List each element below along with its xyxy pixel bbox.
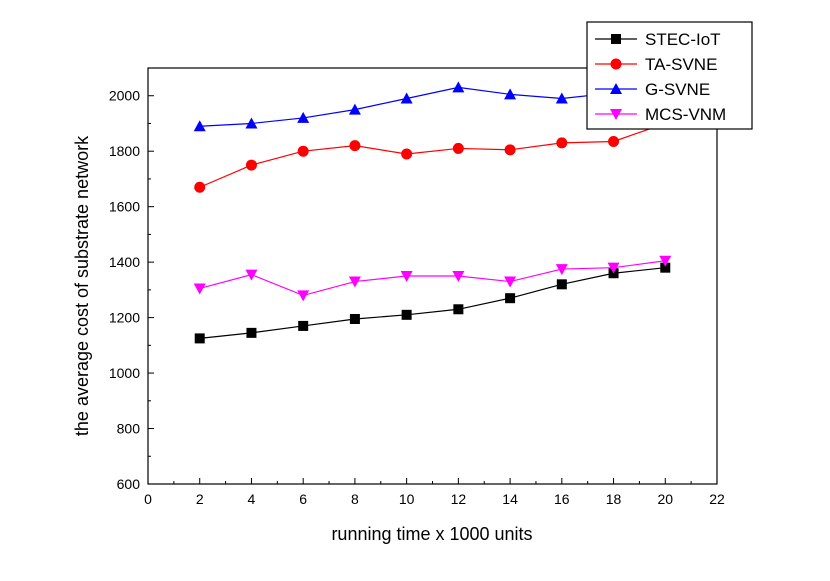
data-point bbox=[504, 88, 517, 100]
data-point bbox=[298, 320, 309, 331]
data-point bbox=[348, 103, 361, 115]
data-point bbox=[245, 159, 257, 171]
data-point bbox=[194, 333, 205, 344]
axes: 0 2 4 6 8 10 12 14 16 18 20 22 600 800 1000 1200 1400 160… bbox=[109, 67, 725, 507]
data-point bbox=[400, 92, 413, 104]
data-point bbox=[401, 148, 413, 160]
data-point bbox=[193, 283, 206, 295]
x-tick-label: 14 bbox=[502, 491, 518, 507]
data-point bbox=[194, 181, 206, 193]
legend-label: MCS-VNM bbox=[645, 105, 726, 124]
y-tick-label: 600 bbox=[117, 476, 141, 492]
data-point bbox=[505, 293, 516, 304]
legend-label: G-SVNE bbox=[645, 80, 710, 99]
y-axis-title: the average cost of substrate network bbox=[72, 135, 92, 436]
x-tick-label: 10 bbox=[399, 491, 415, 507]
x-tick-label: 6 bbox=[299, 491, 307, 507]
legend-label: STEC-IoT bbox=[645, 30, 721, 49]
data-point bbox=[245, 117, 258, 129]
x-tick-label: 16 bbox=[554, 491, 570, 507]
x-tick-label: 18 bbox=[606, 491, 622, 507]
data-point bbox=[608, 135, 620, 147]
x-tick-label: 22 bbox=[709, 491, 725, 507]
x-tick-label: 0 bbox=[144, 491, 152, 507]
series-mcs-vnm bbox=[193, 255, 672, 302]
y-tick-label: 1600 bbox=[109, 199, 140, 215]
legend-marker bbox=[611, 34, 621, 44]
series-line bbox=[199, 260, 666, 297]
data-point bbox=[349, 140, 361, 152]
y-tick-label: 2000 bbox=[109, 88, 140, 104]
x-tick-label: 2 bbox=[196, 491, 204, 507]
data-point bbox=[348, 276, 361, 288]
data-point bbox=[453, 304, 464, 315]
y-tick-label: 1200 bbox=[109, 310, 140, 326]
x-axis-title: running time x 1000 units bbox=[331, 524, 532, 544]
x-tick-label: 20 bbox=[657, 491, 673, 507]
data-point bbox=[452, 271, 465, 282]
data-point bbox=[555, 92, 568, 104]
y-tick-label: 1000 bbox=[109, 365, 140, 381]
data-point bbox=[193, 120, 206, 132]
data-point bbox=[401, 309, 412, 320]
x-tick-label: 12 bbox=[451, 491, 467, 507]
legend-marker bbox=[610, 109, 622, 120]
legend-item: TA-SVNE bbox=[595, 55, 717, 74]
data-point bbox=[504, 276, 517, 288]
legend-item: G-SVNE bbox=[595, 80, 710, 99]
series-stec-iot bbox=[194, 262, 671, 344]
y-tick-label: 1400 bbox=[109, 254, 140, 270]
legend-marker bbox=[610, 58, 622, 70]
data-point bbox=[452, 142, 464, 154]
data-point bbox=[297, 290, 310, 302]
data-point bbox=[555, 264, 568, 276]
x-tick-label: 4 bbox=[248, 491, 256, 507]
data-point bbox=[607, 262, 620, 274]
y-tick-label: 1800 bbox=[109, 143, 140, 159]
data-point bbox=[556, 137, 568, 149]
y-tick-label: 800 bbox=[117, 421, 141, 437]
legend-label: TA-SVNE bbox=[645, 55, 717, 74]
x-tick-label: 8 bbox=[351, 491, 359, 507]
legend: STEC-IoT TA-SVNE G-SVNE MCS-VNM bbox=[586, 21, 753, 130]
legend-item: MCS-VNM bbox=[595, 105, 726, 124]
data-point bbox=[297, 145, 309, 157]
series-line bbox=[199, 267, 666, 339]
data-point bbox=[504, 144, 516, 156]
data-point bbox=[246, 327, 257, 338]
data-point bbox=[659, 255, 672, 267]
data-point bbox=[349, 313, 360, 324]
data-point bbox=[400, 271, 413, 282]
data-point bbox=[452, 81, 465, 93]
series-line bbox=[199, 122, 666, 188]
data-point bbox=[660, 262, 671, 273]
data-point bbox=[297, 111, 310, 123]
data-point bbox=[556, 279, 567, 290]
legend-marker bbox=[610, 83, 622, 94]
legend-item: STEC-IoT bbox=[595, 30, 721, 49]
data-point bbox=[245, 269, 258, 281]
